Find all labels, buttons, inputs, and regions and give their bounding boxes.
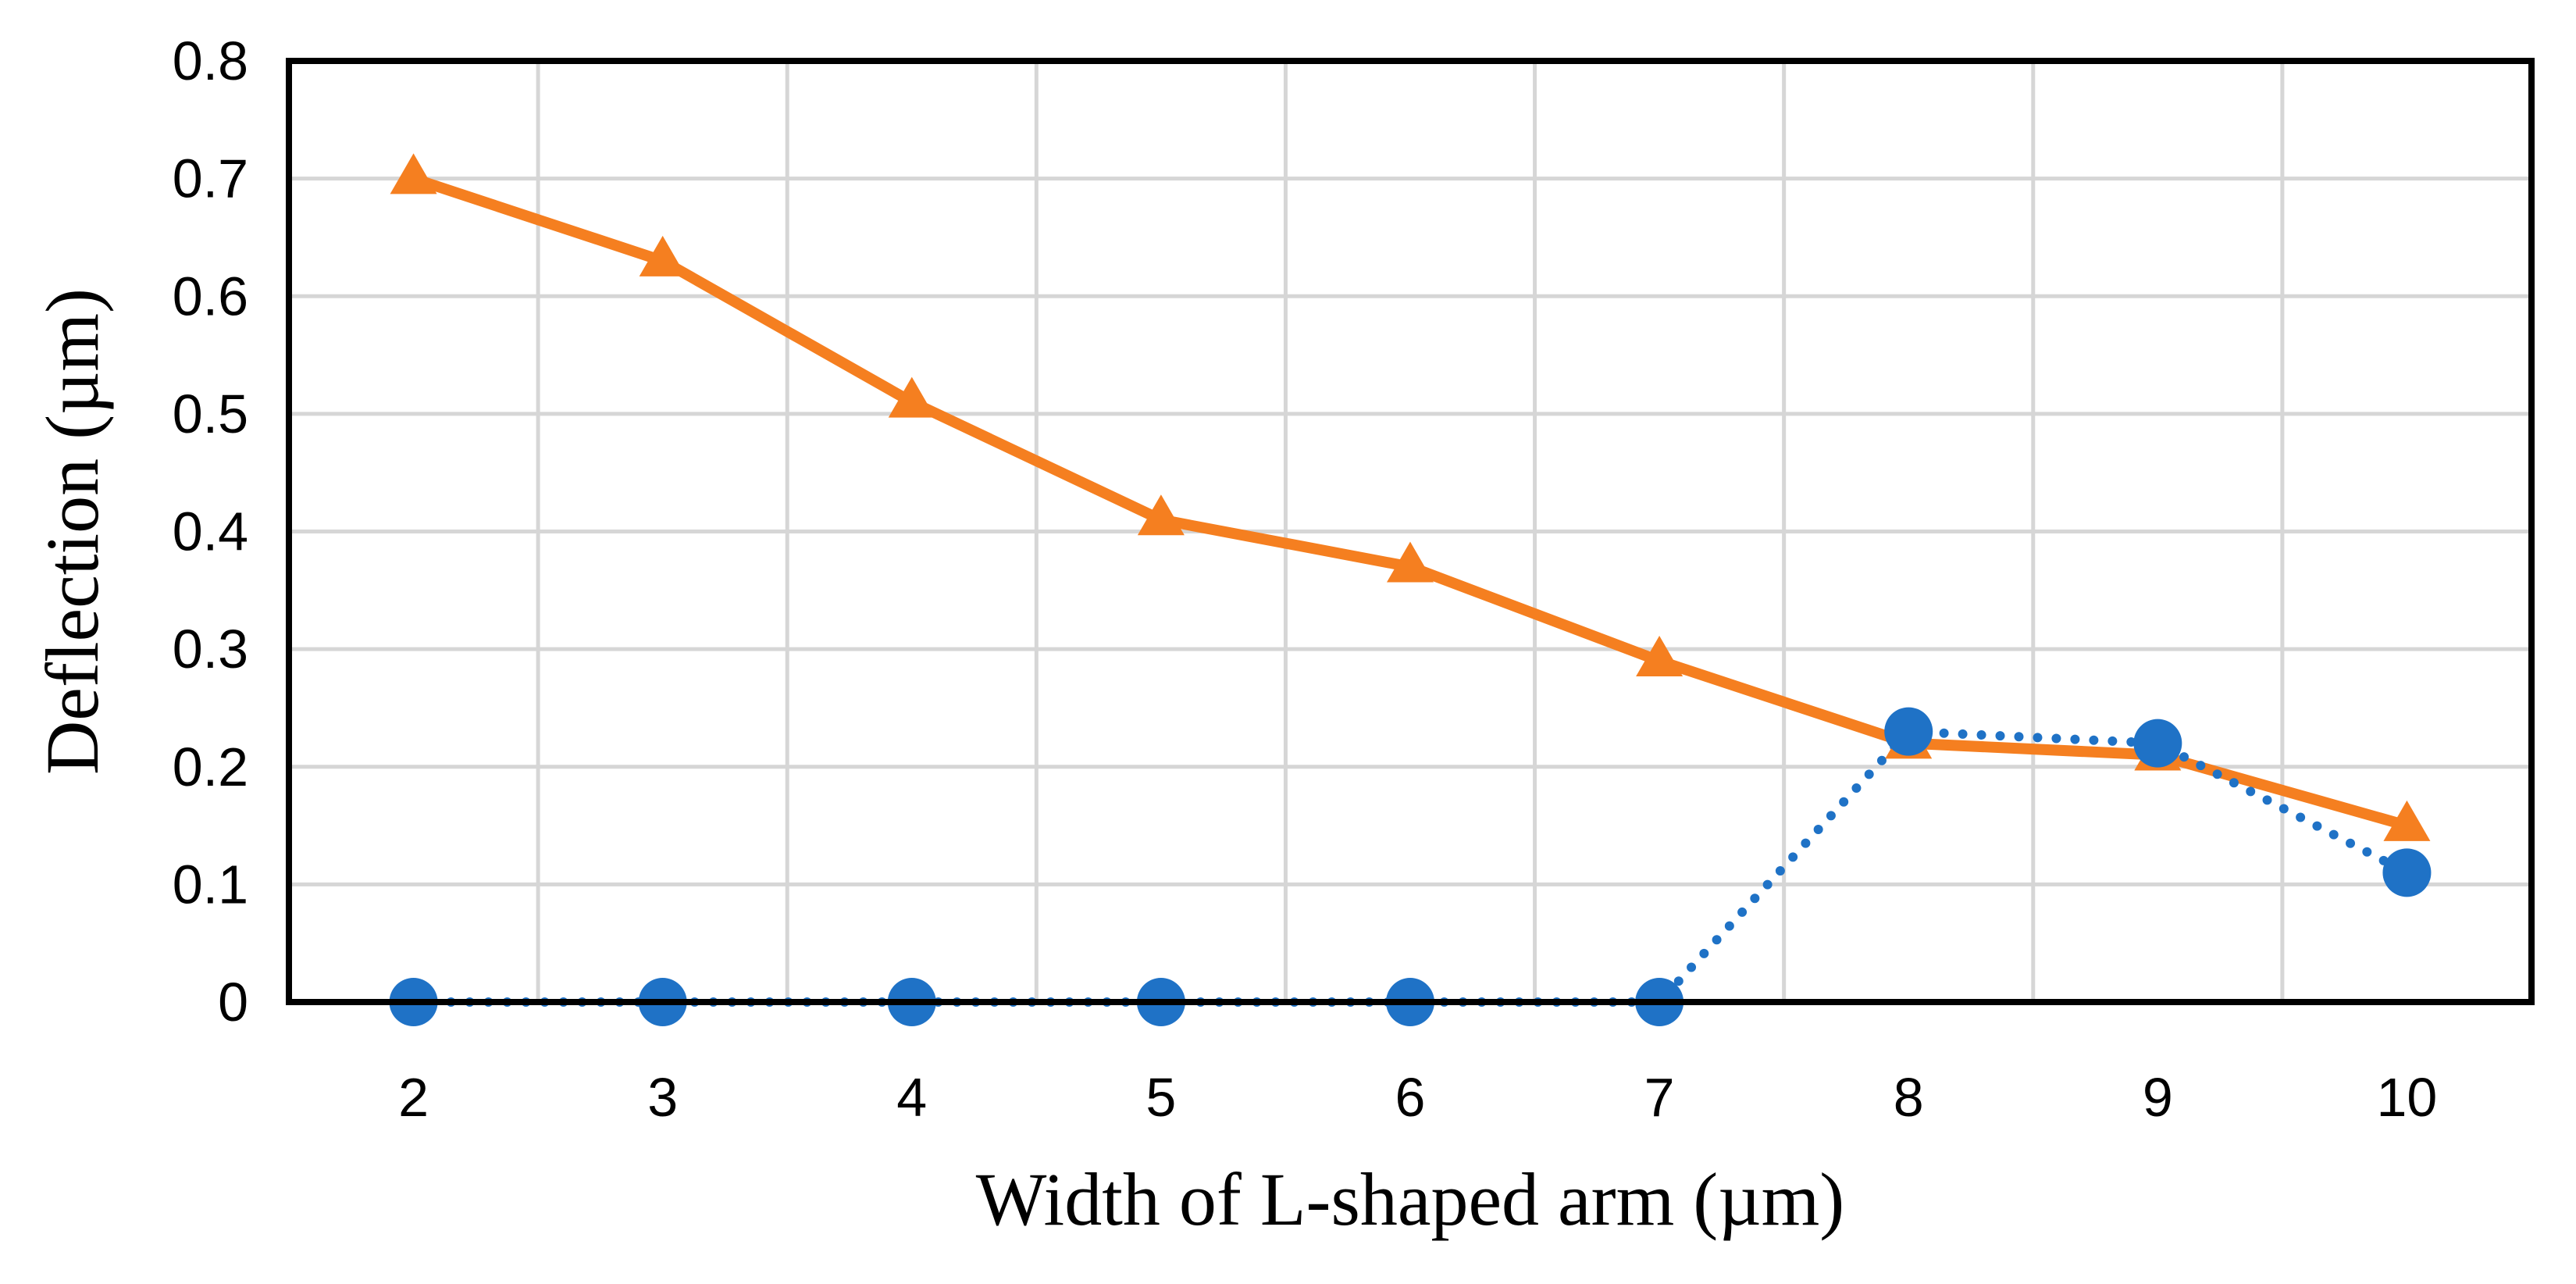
- x-tick-label: 4: [896, 1067, 927, 1128]
- x-axis-title: Width of L-shaped arm (µm): [976, 1157, 1844, 1241]
- gridlines: [289, 61, 2531, 1002]
- series-line-1: [412, 173, 2409, 831]
- x-axis-tick-labels: 2 3 4 5 6 7 8 9 10: [398, 1067, 2437, 1128]
- y-tick-label: 0.5: [173, 383, 248, 444]
- y-axis-tick-labels: 0 0.1 0.2 0.3 0.4 0.5 0.6 0.7 0.8: [173, 30, 248, 1033]
- y-tick-label: 0.1: [173, 854, 248, 915]
- triangle-marker: [390, 153, 437, 194]
- x-tick-label: 9: [2143, 1067, 2173, 1128]
- series-markers: [389, 153, 2432, 1026]
- y-tick-label: 0.6: [173, 266, 248, 326]
- series-lines: [408, 173, 2412, 1007]
- circle-marker: [1884, 707, 1933, 756]
- triangle-marker: [1636, 635, 1683, 676]
- x-tick-label: 2: [398, 1067, 429, 1128]
- x-tick-label: 6: [1395, 1067, 1426, 1128]
- y-tick-label: 0.2: [173, 737, 248, 797]
- triangle-marker: [888, 376, 935, 418]
- triangle-marker: [2383, 800, 2431, 841]
- y-tick-label: 0.3: [173, 619, 248, 679]
- y-tick-label: 0: [218, 972, 248, 1033]
- circle-marker: [2382, 848, 2432, 897]
- circle-marker: [2133, 719, 2182, 768]
- y-tick-label: 0.4: [173, 501, 248, 562]
- triangle-marker: [1387, 541, 1434, 583]
- x-tick-label: 3: [647, 1067, 678, 1128]
- triangle-marker: [639, 235, 686, 276]
- x-tick-label: 10: [2377, 1067, 2438, 1128]
- y-tick-label: 0.8: [173, 30, 248, 91]
- x-tick-label: 8: [1894, 1067, 1924, 1128]
- series-line-2: [408, 726, 2412, 1007]
- x-tick-label: 5: [1145, 1067, 1176, 1128]
- triangle-marker: [1137, 494, 1185, 536]
- plot-area-border: [286, 58, 2535, 1005]
- x-tick-label: 7: [1644, 1067, 1675, 1128]
- y-axis-title: Deflection (µm): [30, 288, 114, 775]
- y-tick-label: 0.7: [173, 148, 248, 209]
